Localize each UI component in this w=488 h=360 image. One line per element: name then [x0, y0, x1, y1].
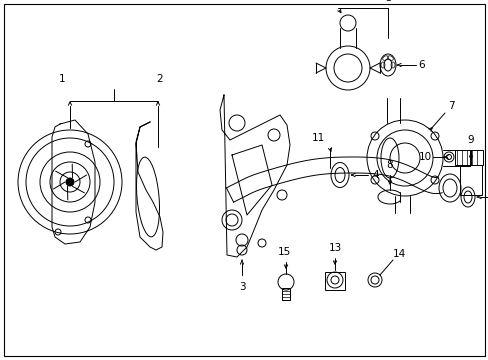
Text: 2: 2 — [156, 74, 163, 84]
Text: 10: 10 — [418, 152, 431, 162]
Text: 15: 15 — [277, 247, 290, 257]
Text: 7: 7 — [447, 101, 453, 111]
Text: 6: 6 — [418, 60, 425, 70]
Text: 5: 5 — [384, 0, 390, 3]
Text: 14: 14 — [391, 249, 405, 259]
Text: 8: 8 — [386, 160, 392, 170]
Circle shape — [66, 178, 74, 186]
Text: 11: 11 — [311, 133, 324, 143]
Text: 1: 1 — [59, 74, 65, 84]
Bar — [454, 150, 482, 165]
Text: 3: 3 — [238, 282, 245, 292]
Bar — [282, 288, 289, 300]
Text: 9: 9 — [467, 135, 473, 145]
Bar — [325, 272, 345, 290]
Text: 13: 13 — [328, 243, 341, 253]
Bar — [459, 165, 481, 195]
Text: 4: 4 — [372, 170, 379, 180]
